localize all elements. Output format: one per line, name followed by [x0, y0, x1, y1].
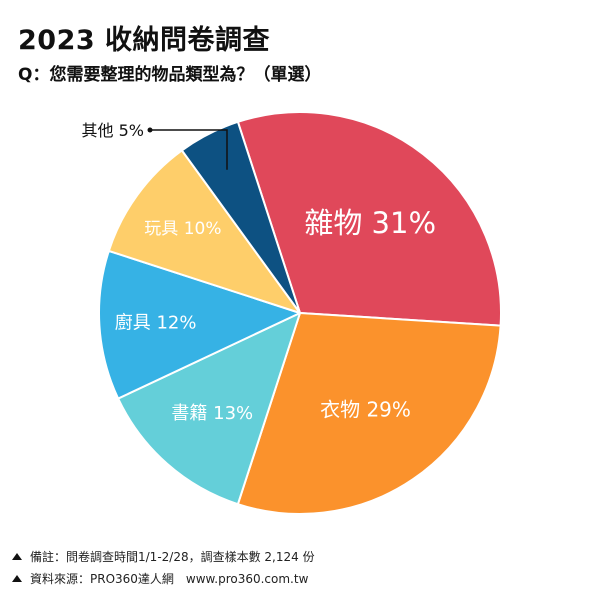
triangle-bullet-icon [12, 553, 22, 560]
leader-line-slice-其他 [150, 129, 228, 170]
label-slice-書籍: 書籍 13% [171, 403, 253, 424]
footnote-source-text: 資料來源：PRO360達人網 www.pro360.com.tw [30, 572, 309, 586]
pie-slice-廚具 [98, 249, 301, 400]
chart-title: 2023 收納問卷調查 [18, 25, 271, 56]
footnote-note: 備註：問卷調查時間1/1-2/28，調查樣本數 2,124 份 [12, 548, 315, 565]
footnote-note-text: 備註：問卷調查時間1/1-2/28，調查樣本數 2,124 份 [30, 550, 315, 564]
triangle-bullet-icon [12, 575, 22, 582]
label-slice-其他: 其他 5% [82, 121, 144, 140]
chart-subtitle: Q：您需要整理的物品類型為？（單選） [18, 65, 322, 85]
pie-slice-書籍 [117, 312, 301, 506]
pie-slice-雜物 [236, 111, 502, 327]
pie-slice-衣物 [236, 312, 502, 515]
label-slice-玩具: 玩具 10% [144, 219, 221, 239]
pie-slice-其他 [180, 120, 301, 314]
label-slice-雜物: 雜物 31% [304, 206, 436, 240]
label-slice-衣物: 衣物 29% [320, 398, 411, 422]
pie-slice-玩具 [107, 149, 301, 314]
label-slice-廚具: 廚具 12% [115, 312, 197, 334]
leader-dot-slice-其他 [147, 127, 153, 133]
footnote-source: 資料來源：PRO360達人網 www.pro360.com.tw [12, 570, 308, 587]
